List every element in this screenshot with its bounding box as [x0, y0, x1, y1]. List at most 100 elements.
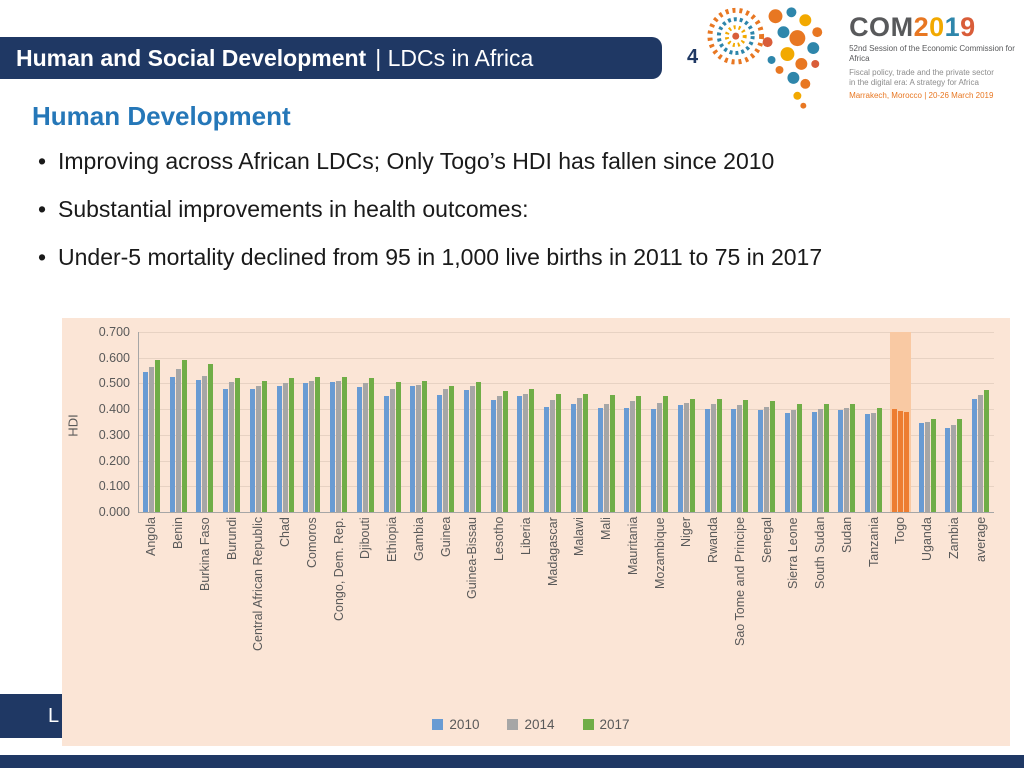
bar-2014	[255, 386, 261, 512]
x-axis-label: Angola	[144, 517, 159, 556]
bar-2014	[924, 422, 930, 512]
bar-cluster	[408, 332, 429, 512]
bar-cluster	[542, 332, 563, 512]
bar-2010	[196, 380, 202, 512]
bar-2017	[850, 404, 856, 512]
x-axis-label: Guinea-Bissau	[465, 517, 480, 599]
africa-mosaic-graphic	[707, 7, 823, 109]
bar-2014	[362, 383, 368, 512]
x-axis-label: Ethiopia	[385, 517, 400, 563]
logo-digit: 2	[913, 12, 930, 42]
bar-2010	[811, 412, 817, 512]
legend-item-2017: 2017	[582, 717, 630, 732]
legend-item-2010: 2010	[432, 717, 479, 732]
bar-2017	[663, 396, 669, 512]
bar-2017	[342, 377, 348, 512]
bar-2017	[716, 399, 722, 512]
x-axis-label: Central African Republic	[251, 517, 266, 652]
bar-2010	[891, 409, 897, 512]
bar-2014	[657, 403, 663, 512]
bar-cluster	[970, 332, 991, 512]
bar-2017	[154, 360, 160, 512]
bar-2010	[570, 404, 576, 512]
bar-2017	[609, 395, 615, 512]
logo-wordmark: COM2019	[849, 14, 1018, 41]
bar-cluster	[863, 332, 884, 512]
logo-session-line: 52nd Session of the Economic Commission …	[849, 44, 1015, 63]
bar-2017	[984, 390, 990, 512]
bar-group: Angola	[138, 332, 165, 715]
bar-2010	[223, 389, 229, 512]
bar-2017	[636, 396, 642, 512]
bar-2014	[978, 395, 984, 512]
x-axis-label: Senegal	[759, 517, 774, 563]
bar-2014	[790, 410, 796, 512]
bar-2014	[951, 425, 957, 512]
legend-swatch	[582, 719, 594, 730]
x-axis-line	[138, 512, 994, 513]
bar-2014	[683, 403, 689, 512]
x-axis-label: Gambia	[411, 517, 426, 561]
x-axis-label: Uganda	[920, 517, 935, 561]
bar-2014	[416, 385, 422, 512]
bar-2014	[309, 381, 315, 512]
bar-2014	[229, 382, 235, 512]
x-axis-label: Togo	[893, 517, 908, 545]
bar-group: Sierra Leone	[780, 332, 807, 715]
bar-cluster	[382, 332, 403, 512]
bar-group: Lesotho	[486, 332, 513, 715]
y-axis-title-text: HDI	[65, 414, 81, 437]
bar-group: Central African Republic	[245, 332, 272, 715]
logo-venue-line: Marrakech, Morocco | 20-26 March 2019	[849, 91, 994, 100]
bar-cluster	[194, 332, 215, 512]
bar-cluster	[596, 332, 617, 512]
plot-groups: Angola Benin Burkina Faso Burundi Central Af…	[138, 332, 994, 715]
bar-2017	[529, 389, 535, 512]
bar-group: Mauritania	[620, 332, 647, 715]
bar-2017	[823, 404, 829, 512]
bar-group: Madagascar	[539, 332, 566, 715]
bar-group: Niger	[673, 332, 700, 715]
legend-label: 2014	[524, 717, 555, 732]
bar-cluster	[301, 332, 322, 512]
bar-group: Sao Tome and Principe	[727, 332, 754, 715]
bar-2017	[395, 382, 401, 512]
bar-2010	[624, 408, 630, 512]
bar-2017	[288, 378, 294, 512]
x-axis-label: Niger	[679, 517, 694, 547]
com2019-logo: COM2019 52nd Session of the Economic Com…	[698, 2, 1018, 116]
bar-group: Gambia	[406, 332, 433, 715]
logo-text: COM2019 52nd Session of the Economic Com…	[849, 2, 1018, 101]
bar-2017	[475, 382, 481, 512]
bar-2010	[356, 387, 362, 512]
bar-2010	[597, 408, 603, 512]
bar-2010	[865, 414, 871, 512]
bar-group: Chad	[272, 332, 299, 715]
bar-group: Malawi	[566, 332, 593, 715]
footer-bar	[0, 755, 1024, 768]
y-tick-label: 0.400	[98, 402, 130, 417]
bar-cluster	[569, 332, 590, 512]
bar-group: South Sudan	[807, 332, 834, 715]
bar-group: Ethiopia	[379, 332, 406, 715]
bar-2014	[202, 376, 208, 512]
bar-2014	[764, 407, 770, 512]
bar-group: Djibouti	[352, 332, 379, 715]
x-axis-label: Mozambique	[652, 517, 667, 589]
bar-2010	[838, 410, 844, 512]
bar-cluster	[515, 332, 536, 512]
header-bar: Human and Social Development | LDCs in A…	[0, 37, 662, 79]
bar-2014	[496, 396, 502, 512]
bar-2014	[897, 411, 903, 512]
bar-2010	[169, 377, 175, 512]
bar-group: Zambia	[941, 332, 968, 715]
bar-2010	[490, 400, 496, 512]
bar-2010	[972, 399, 978, 512]
x-axis-label: Malawi	[572, 517, 587, 556]
bullet-item: Improving across African LDCs; Only Togo…	[36, 147, 976, 176]
x-axis-label: Sudan	[839, 517, 854, 554]
bar-cluster	[810, 332, 831, 512]
logo-digit: 0	[929, 12, 945, 42]
bar-2010	[437, 395, 443, 512]
